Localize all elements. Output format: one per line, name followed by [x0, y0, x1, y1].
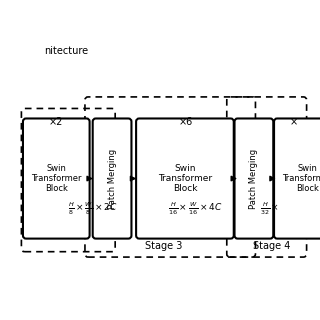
Text: ×: × — [290, 117, 298, 127]
Text: Patch Merging: Patch Merging — [108, 148, 116, 209]
FancyBboxPatch shape — [274, 118, 320, 239]
Text: nitecture: nitecture — [44, 46, 88, 56]
Text: Stage 4: Stage 4 — [253, 241, 291, 251]
Text: Stage 3: Stage 3 — [145, 241, 182, 251]
FancyBboxPatch shape — [23, 118, 90, 239]
FancyBboxPatch shape — [93, 118, 132, 239]
Text: ×2: ×2 — [48, 117, 63, 127]
Text: ×6: ×6 — [179, 117, 193, 127]
Text: $\frac{H}{32}\times$: $\frac{H}{32}\times$ — [260, 200, 279, 217]
Text: Swin
Transformer
Block: Swin Transformer Block — [31, 164, 82, 193]
Text: Swin
Transformer
Block: Swin Transformer Block — [158, 164, 212, 193]
Text: $\frac{H}{16}\times\frac{W}{16}\times 4C$: $\frac{H}{16}\times\frac{W}{16}\times 4C… — [168, 200, 222, 217]
Text: Swin
Transformer
Block: Swin Transformer Block — [282, 164, 320, 193]
FancyBboxPatch shape — [136, 118, 234, 239]
FancyBboxPatch shape — [235, 118, 273, 239]
Text: Patch Merging: Patch Merging — [249, 148, 259, 209]
Text: $\frac{H}{8}\times\frac{W}{8}\times 2C$: $\frac{H}{8}\times\frac{W}{8}\times 2C$ — [68, 200, 117, 217]
